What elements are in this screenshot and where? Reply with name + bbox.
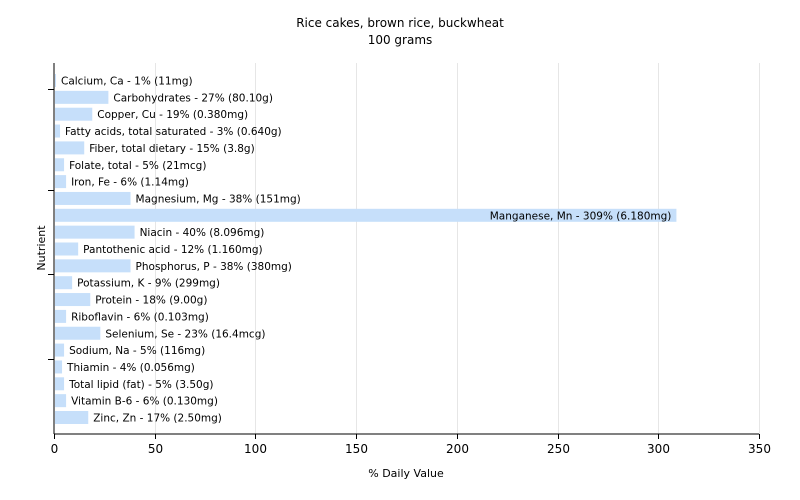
axes [53, 63, 759, 435]
bar-label: Total lipid (fat) - 5% (3.50g) [68, 379, 213, 391]
bar-label: Folate, total - 5% (21mcg) [69, 160, 206, 172]
x-axis-title: % Daily Value [368, 467, 444, 480]
y-axis-title: Nutrient [35, 225, 48, 271]
bar-label: Manganese, Mn - 309% (6.180mg) [490, 210, 672, 222]
bar-label: Riboflavin - 6% (0.103mg) [71, 311, 209, 323]
x-tick-label: 0 [51, 442, 59, 456]
bar [55, 124, 61, 138]
x-tick-label: 350 [748, 442, 771, 456]
bar [55, 394, 67, 408]
bar [55, 141, 85, 155]
bar [55, 411, 89, 424]
bar [55, 225, 135, 239]
bar [55, 242, 79, 256]
bar [55, 293, 91, 307]
bars [55, 74, 677, 424]
bar-label: Potassium, K - 9% (299mg) [77, 278, 220, 290]
bar-label: Carbohydrates - 27% (80.10g) [113, 92, 273, 104]
bar [55, 343, 65, 357]
bar-label: Zinc, Zn - 17% (2.50mg) [93, 413, 222, 425]
bar [55, 191, 131, 205]
gridlines [155, 63, 760, 434]
bar [55, 175, 67, 189]
bar-label: Vitamin B-6 - 6% (0.130mg) [71, 396, 218, 408]
bar-label: Iron, Fe - 6% (1.14mg) [71, 177, 189, 189]
bar [55, 158, 65, 172]
bar [55, 208, 677, 222]
bar [55, 276, 73, 290]
bar-label: Thiamin - 4% (0.056mg) [66, 362, 195, 374]
chart-subtitle: 100 grams [368, 33, 433, 47]
bar [55, 360, 63, 374]
x-tick-label: 250 [547, 442, 570, 456]
bar-label: Protein - 18% (9.00g) [95, 295, 207, 307]
x-ticks: 0 50 100 150 200 250 300 350 [48, 89, 771, 456]
bar-labels: Calcium, Ca - 1% (11mg) Carbohydrates - 2… [61, 76, 671, 425]
bar [55, 74, 57, 87]
bar-label: Calcium, Ca - 1% (11mg) [61, 76, 193, 88]
chart-title: Rice cakes, brown rice, buckwheat [296, 16, 504, 30]
bar-label: Magnesium, Mg - 38% (151mg) [136, 193, 301, 205]
bar-label: Pantothenic acid - 12% (1.160mg) [83, 244, 262, 256]
bar-label: Fiber, total dietary - 15% (3.8g) [89, 143, 254, 155]
bar-label: Copper, Cu - 19% (0.380mg) [97, 109, 248, 121]
bar-label: Fatty acids, total saturated - 3% (0.640… [65, 126, 282, 138]
x-tick-label: 50 [148, 442, 163, 456]
bar-label: Niacin - 40% (8.096mg) [140, 227, 265, 239]
bar [55, 107, 93, 121]
x-tick-label: 200 [446, 442, 469, 456]
x-tick-label: 300 [647, 442, 670, 456]
bar [55, 309, 67, 323]
bar-label: Phosphorus, P - 38% (380mg) [136, 261, 292, 273]
x-tick-label: 150 [345, 442, 368, 456]
bar-label: Sodium, Na - 5% (116mg) [69, 345, 205, 357]
bar [55, 90, 109, 104]
x-tick-label: 100 [244, 442, 267, 456]
bar [55, 326, 101, 340]
bar [55, 259, 131, 273]
bar [55, 377, 65, 391]
bar-label: Selenium, Se - 23% (16.4mcg) [105, 328, 265, 340]
